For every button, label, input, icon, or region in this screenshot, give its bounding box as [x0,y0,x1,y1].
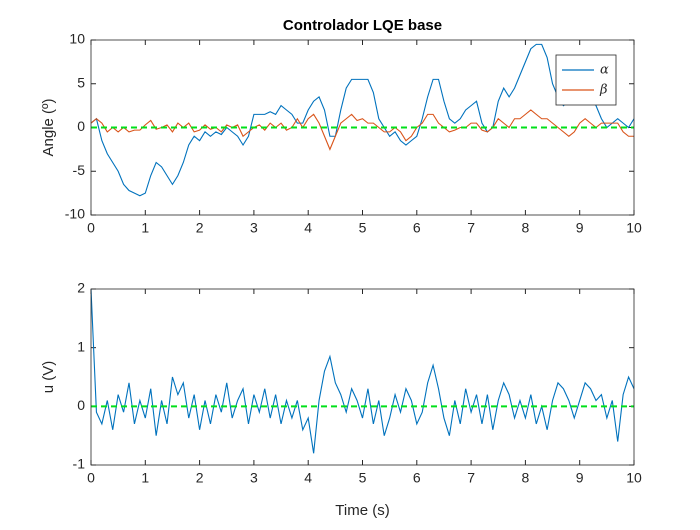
x-tick-label: 10 [626,220,642,236]
x-tick-label: 4 [304,220,312,236]
series-line [91,289,634,454]
x-tick-label: 4 [304,470,312,486]
x-tick-label: 1 [141,220,149,236]
y-tick-label: 2 [77,280,85,296]
x-axis-label: Time (s) [335,502,389,519]
x-tick-label: 9 [576,220,584,236]
legend-box [555,54,617,106]
x-tick-label: 0 [87,220,95,236]
x-tick-label: 6 [413,470,421,486]
axes-box [90,288,635,466]
series-line [91,109,634,151]
y-axis-label: Angle (º) [40,98,57,156]
x-tick-label: 7 [467,470,475,486]
y-tick-label: -1 [73,456,86,472]
y-tick-label: 5 [77,74,85,90]
x-tick-label: 1 [141,470,149,486]
plot-area [91,289,634,465]
x-tick-label: 5 [359,470,367,486]
plot-lines [91,43,634,197]
y-tick-label: -10 [65,206,85,222]
plot-lines [91,289,634,454]
y-tick-label: 10 [69,31,85,47]
x-tick-label: 2 [196,220,204,236]
x-tick-label: 8 [522,470,530,486]
x-tick-label: 6 [413,220,421,236]
y-tick-label: -5 [73,162,86,178]
y-tick-label: 0 [77,118,85,134]
x-tick-label: 8 [522,220,530,236]
y-tick-label: 1 [77,338,85,354]
series-line [91,43,634,197]
chart-title: Controlador LQE base [283,17,442,34]
x-tick-label: 3 [250,220,258,236]
y-tick-label: 0 [77,397,85,413]
axes-box [90,39,635,216]
y-axis-label: u (V) [40,361,57,394]
x-tick-label: 5 [359,220,367,236]
legend-label: α [600,63,609,78]
x-tick-label: 3 [250,470,258,486]
x-tick-label: 0 [87,470,95,486]
legend-label: β [599,83,608,98]
x-tick-label: 9 [576,470,584,486]
x-tick-label: 7 [467,220,475,236]
x-tick-label: 10 [626,470,642,486]
x-tick-label: 2 [196,470,204,486]
